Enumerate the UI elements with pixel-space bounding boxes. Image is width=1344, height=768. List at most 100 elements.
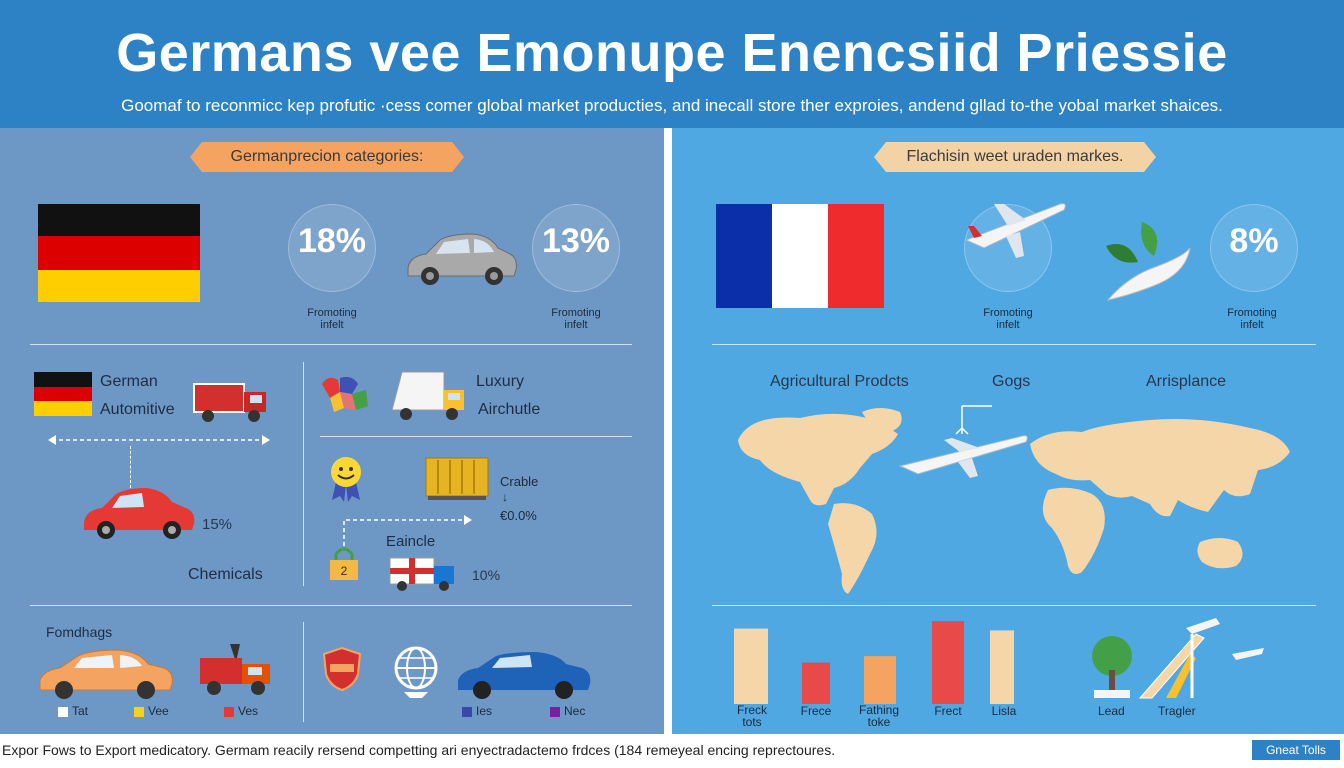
legend-label: Tat: [72, 704, 89, 718]
legend-item: Vee: [134, 704, 169, 718]
legend-item: Ies: [462, 704, 492, 718]
label-gogs: Gogs: [992, 373, 1031, 390]
legend-label: Nec: [564, 704, 586, 718]
svg-text:2: 2: [341, 564, 348, 578]
car-icon: [84, 488, 195, 539]
german-flag-icon: [38, 204, 200, 302]
airplane-icon: [964, 203, 1066, 258]
bar-label: Freck tots: [734, 704, 770, 728]
right-ribbon-label: Flachisin weet uraden markes.: [874, 142, 1156, 172]
container-icon: [425, 457, 489, 500]
left-ribbon-label: Germanprecion categories:: [190, 142, 464, 172]
divider: [712, 605, 1316, 606]
globe-icon: [394, 646, 438, 698]
stat-caption: Fromoting: [551, 307, 601, 319]
center-divider: [668, 150, 671, 720]
stat-caption: infelt: [1240, 319, 1264, 331]
divider: [303, 362, 304, 586]
bar-label: Frect: [934, 704, 962, 718]
divider: [30, 344, 632, 345]
shield-icon: [322, 646, 362, 692]
label-agricultural: Agricultural Prodcts: [770, 373, 909, 390]
world-map-icon: [738, 405, 1290, 594]
french-flag-icon: [716, 204, 884, 308]
divider: [320, 436, 632, 437]
stat-value: 18%: [297, 222, 367, 260]
legend-swatch: [224, 706, 234, 717]
footer-text: Expor Fows to Export medicatory. Germam …: [2, 742, 836, 758]
bar-chart: [734, 621, 1014, 704]
legend-swatch: [58, 706, 68, 717]
connector-arrow-icon: [343, 515, 472, 546]
truck-icon: [200, 644, 270, 695]
stat-caption: infelt: [320, 319, 344, 331]
bar-label: Fathing toke: [856, 704, 902, 728]
bar: [932, 621, 964, 704]
divider: [30, 605, 632, 606]
label-german: German: [100, 373, 158, 390]
stat-circle: [288, 204, 376, 292]
label-airchutle: Airchutle: [478, 401, 541, 418]
legend-swatch: [550, 706, 560, 717]
legend-item: Ves: [224, 704, 258, 718]
legend-label: Ves: [238, 704, 259, 718]
stat-caption: Fromoting: [1227, 307, 1277, 319]
bar-label: Lisla: [991, 704, 1017, 718]
range-arrow-icon: [48, 435, 270, 445]
truck-icon: [391, 371, 464, 420]
stat-caption: infelt: [996, 319, 1020, 331]
legend-item: Tat: [58, 704, 88, 718]
label-crable-arrow: ↓: [502, 490, 508, 504]
bar: [990, 630, 1014, 704]
page-title: Germans vee Emonupe Enencsiid Priessie: [116, 23, 1228, 83]
stat-caption: Fromoting: [983, 307, 1033, 319]
label-pct: 15%: [202, 516, 233, 533]
car-icon: [407, 233, 517, 285]
car-icon: [39, 649, 173, 699]
icon-label-lead: Lead: [1098, 704, 1125, 718]
smiley-badge-icon: [331, 457, 361, 502]
airplane-icon: [898, 435, 1028, 478]
footer: [0, 734, 1344, 768]
bar: [734, 628, 768, 704]
label-pct: 10%: [472, 567, 501, 583]
stat-caption: infelt: [564, 319, 588, 331]
bar-label-line: Freck: [737, 703, 767, 717]
bar: [802, 662, 830, 704]
legend-label: Ies: [476, 704, 493, 718]
page-subtitle: Goomaf to reconmicc kep profutic ·cess c…: [121, 96, 1223, 115]
lock-icon: 2: [330, 547, 358, 580]
bar-label-line: tots: [742, 715, 762, 729]
truck-icon: [389, 557, 454, 591]
stat-circle: [1210, 204, 1298, 292]
legend-label: Vee: [148, 704, 169, 718]
divider: [303, 622, 304, 722]
legend-item: Nec: [550, 704, 585, 718]
label-eancle: Eaincle: [386, 533, 436, 550]
connector-line: [130, 446, 131, 488]
world-puzzle-icon: [322, 376, 368, 412]
bar-label-line: toke: [867, 715, 891, 729]
great-tools-button[interactable]: Gneat Tolls: [1252, 740, 1340, 760]
german-flag-icon: [34, 372, 92, 416]
bar-label-line: Fathing: [858, 703, 900, 717]
stat-value: 13%: [541, 222, 611, 260]
bar-label: Frece: [800, 704, 832, 718]
car-icon: [458, 652, 591, 699]
label-fomdhags: Fomdhags: [46, 624, 113, 640]
plant-icon: [1106, 222, 1191, 301]
label-crable: Crable: [500, 474, 539, 489]
label-arrisplance: Arrisplance: [1146, 373, 1227, 390]
label-crable-pct: €0.0%: [500, 508, 537, 523]
legend-swatch: [462, 706, 472, 717]
stat-circle: [532, 204, 620, 292]
label-chemicals: Chemicals: [188, 566, 263, 583]
icon-label-tragur: Tragler: [1158, 704, 1196, 718]
header-banner: [0, 0, 1344, 128]
divider: [712, 344, 1316, 345]
label-automotive: Automitive: [100, 401, 175, 418]
bar: [864, 656, 896, 704]
oil-rig-icon: [1138, 618, 1264, 699]
stat-value: 8%: [1229, 222, 1279, 260]
tree-icon: [1092, 636, 1132, 698]
